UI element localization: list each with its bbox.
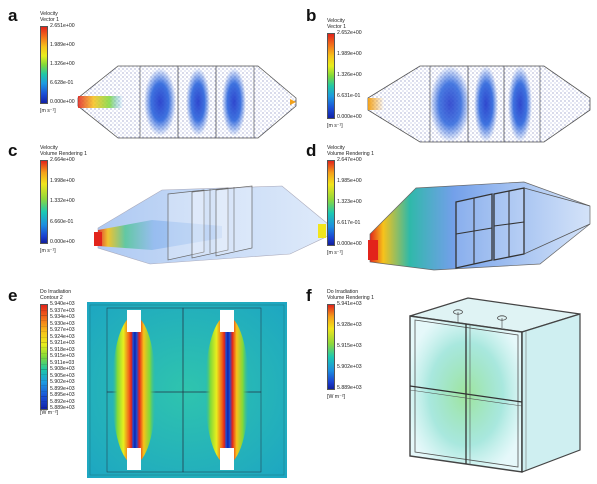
tick-a-2: 1.326e+00	[50, 61, 75, 67]
legend-title-f-2: Volume Rendering 1	[327, 294, 375, 301]
velocity-volume-render-d	[368, 181, 591, 271]
colorbar-c	[40, 160, 48, 244]
tick-a-3: 6.628e-01	[50, 80, 74, 86]
panel-letter-b: b	[306, 6, 317, 25]
tick-c-0: 2.664e+00	[50, 157, 75, 163]
tick-f-2: 5.915e+03	[337, 343, 362, 349]
tick-d-1: 1.985e+00	[337, 178, 362, 184]
inlet-jet-a	[78, 96, 123, 108]
tick-e-10: 5.908e+03	[50, 366, 75, 372]
colorbar-b	[327, 33, 335, 119]
tick-e-4: 5.927e+03	[50, 327, 75, 333]
tick-e-11: 5.905e+03	[50, 372, 75, 379]
irradiation-contour-e	[87, 302, 287, 478]
panel-letter-e: e	[8, 286, 18, 305]
colorbar-f	[327, 304, 335, 390]
unit-b: [m s⁻¹]	[327, 123, 343, 129]
tick-b-2: 1.326e+00	[337, 72, 362, 78]
tick-d-3: 6.617e-01	[337, 220, 361, 226]
legend-c: Velocity Volume Rendering 1 2.664e+00 1.…	[40, 145, 100, 258]
legend-title-a-2: Vector 1	[40, 16, 60, 23]
legend-b: Velocity Vector 1 2.652e+00 1.989e+00 1.…	[327, 18, 387, 131]
tick-f-4: 5.889e+03	[337, 385, 362, 391]
tick-e-5: 5.924e+03	[50, 333, 75, 340]
irradiation-volume-render-f	[409, 297, 581, 473]
legend-e: Do Irradiation Contour 2 5.940e+03 5.937e…	[40, 289, 100, 422]
tick-f-0: 5.941e+03	[337, 301, 362, 307]
legend-f: Do Irradiation Volume Rendering 1 5.941e…	[327, 289, 397, 400]
tick-e-13: 5.899e+03	[50, 385, 75, 392]
panel-letter-c: c	[8, 141, 18, 160]
unit-e: [W m⁻²]	[40, 410, 59, 416]
tick-d-4: 0.000e+00	[337, 241, 362, 247]
velocity-vector-field-b	[367, 65, 591, 143]
tick-f-1: 5.928e+03	[337, 322, 362, 328]
tick-e-8: 5.915e+03	[50, 353, 75, 359]
legend-title-d-2: Volume Rendering 1	[327, 150, 375, 157]
tick-d-2: 1.323e+00	[337, 199, 362, 205]
unit-f: [W m⁻²]	[327, 394, 346, 400]
colorbar-a	[40, 26, 48, 104]
tick-e-14: 5.895e+03	[50, 392, 75, 398]
tick-d-0: 2.647e+00	[337, 157, 362, 163]
tick-e-2: 5.934e+03	[50, 314, 75, 320]
panel-letter-a: a	[8, 6, 18, 25]
tick-a-1: 1.989e+00	[50, 42, 75, 48]
velocity-volume-render-c	[94, 185, 329, 265]
panel-letter-d: d	[306, 141, 317, 160]
tick-e-6: 5.921e+03	[50, 340, 75, 346]
velocity-vector-field-a	[77, 65, 297, 139]
legend-title-b-1: Velocity	[327, 18, 345, 24]
legend-title-e-1: Do Irradiation	[40, 289, 72, 295]
legend-a: Velocity Vector 1 2.651e+00 1.989e+00 1.…	[40, 11, 100, 124]
legend-title-c-2: Volume Rendering 1	[40, 150, 88, 157]
tick-c-4: 0.000e+00	[50, 239, 75, 245]
tick-e-12: 5.902e+03	[50, 379, 75, 385]
tick-e-15: 5.892e+03	[50, 398, 75, 405]
tick-e-0: 5.940e+03	[50, 301, 75, 307]
colorbar-d	[327, 160, 335, 246]
tick-b-0: 2.652e+00	[337, 30, 362, 36]
tick-c-2: 1.332e+00	[50, 198, 75, 204]
colorbar-e	[40, 304, 48, 410]
tick-b-4: 0.000e+00	[337, 114, 362, 120]
tick-a-4: 0.000e+00	[50, 99, 75, 105]
tick-c-1: 1.998e+00	[50, 177, 75, 184]
tick-e-7: 5.918e+03	[50, 346, 75, 353]
lamp-hotspot-right	[205, 316, 249, 464]
legend-d: Velocity Volume Rendering 1 2.647e+00 1.…	[327, 145, 387, 258]
legend-title-b-2: Vector 1	[327, 23, 347, 30]
legend-title-c-1: Velocity	[40, 145, 58, 151]
tick-e-1: 5.937e+03	[50, 307, 75, 314]
unit-c: [m s⁻¹]	[40, 248, 56, 254]
tick-e-16: 5.889e+03	[50, 405, 75, 411]
unit-a: [m s⁻¹]	[40, 108, 56, 114]
legend-title-e-2: Contour 2	[40, 294, 63, 301]
tick-a-0: 2.651e+00	[50, 23, 75, 29]
tick-b-1: 1.989e+00	[337, 51, 362, 57]
tick-f-3: 5.902e+03	[337, 364, 362, 370]
legend-title-d-1: Velocity	[327, 145, 345, 151]
panel-letter-f: f	[306, 286, 312, 305]
tick-e-3: 5.930e+03	[50, 320, 75, 327]
tick-b-3: 6.631e-01	[337, 93, 361, 99]
lamp-hotspot-left	[112, 316, 156, 464]
tick-e-9: 5.911e+03	[50, 359, 75, 366]
tick-c-3: 6.660e-01	[50, 218, 74, 225]
legend-title-a-1: Velocity	[40, 11, 58, 17]
legend-title-f-1: Do Irradiation	[327, 289, 359, 295]
unit-d: [m s⁻¹]	[327, 250, 343, 256]
